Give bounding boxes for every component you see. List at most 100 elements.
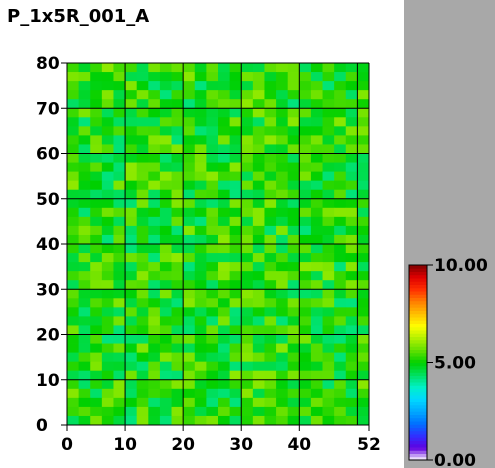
heatmap-cell bbox=[101, 90, 114, 100]
heatmap-cell bbox=[310, 244, 323, 254]
heatmap-cell bbox=[159, 198, 172, 209]
heatmap-cell bbox=[241, 198, 254, 209]
heatmap-cell bbox=[101, 316, 114, 326]
heatmap-cell bbox=[206, 262, 219, 272]
heatmap-cell bbox=[125, 135, 138, 145]
heatmap-cell bbox=[287, 406, 300, 417]
heatmap-cell bbox=[357, 189, 370, 200]
heatmap-cell bbox=[206, 153, 219, 163]
heatmap-cell bbox=[125, 180, 138, 191]
heatmap-cell bbox=[136, 316, 149, 326]
heatmap-cell bbox=[67, 253, 80, 263]
heatmap-cell bbox=[334, 126, 347, 136]
heatmap-cell bbox=[310, 334, 323, 344]
heatmap-cell bbox=[90, 316, 103, 326]
heatmap-cell bbox=[252, 72, 265, 82]
heatmap-cell bbox=[264, 370, 277, 381]
heatmap-cell bbox=[241, 361, 254, 372]
heatmap-cell bbox=[264, 126, 277, 136]
colorbar-segment bbox=[409, 456, 427, 461]
heatmap-cell bbox=[183, 307, 196, 317]
heatmap-cell bbox=[136, 262, 149, 272]
heatmap-cell bbox=[345, 81, 358, 91]
heatmap-cell bbox=[78, 406, 91, 417]
heatmap-cell bbox=[206, 352, 219, 363]
heatmap-cell bbox=[229, 298, 242, 308]
heatmap-cell bbox=[159, 162, 172, 172]
heatmap-cell bbox=[357, 162, 370, 172]
heatmap-cell bbox=[67, 307, 80, 317]
heatmap-cell bbox=[287, 63, 300, 73]
heatmap-cell bbox=[148, 271, 161, 281]
heatmap-cell bbox=[194, 262, 207, 272]
heatmap-cell bbox=[183, 90, 196, 100]
heatmap-cell bbox=[357, 289, 370, 299]
heatmap-cell bbox=[101, 81, 114, 91]
heatmap-cell bbox=[357, 81, 370, 91]
heatmap-cell bbox=[334, 298, 347, 308]
heatmap-cell bbox=[101, 99, 114, 109]
heatmap-cell bbox=[287, 117, 300, 127]
heatmap-cell bbox=[345, 216, 358, 227]
heatmap-cell bbox=[171, 234, 184, 245]
heatmap-cell bbox=[310, 352, 323, 363]
heatmap-cell bbox=[229, 361, 242, 372]
heatmap-cell bbox=[101, 352, 114, 363]
heatmap-cell bbox=[229, 72, 242, 82]
heatmap-cell bbox=[125, 216, 138, 227]
heatmap-cell bbox=[125, 126, 138, 136]
heatmap-cell bbox=[206, 397, 219, 408]
heatmap-cell bbox=[113, 406, 126, 417]
heatmap-cell bbox=[229, 379, 242, 390]
heatmap-cell bbox=[218, 307, 231, 317]
heatmap-cell bbox=[218, 253, 231, 263]
heatmap-cell bbox=[136, 153, 149, 163]
heatmap-cell bbox=[276, 262, 289, 272]
heatmap-cell bbox=[218, 298, 231, 308]
heatmap-cell bbox=[90, 289, 103, 299]
heatmap-cell bbox=[229, 117, 242, 127]
heatmap-cell bbox=[357, 388, 370, 399]
heatmap-cell bbox=[264, 415, 277, 426]
heatmap-cell bbox=[276, 325, 289, 335]
colorbar-segment bbox=[409, 336, 427, 341]
heatmap-cell bbox=[101, 162, 114, 172]
heatmap-cell bbox=[357, 343, 370, 353]
heatmap-cell bbox=[345, 316, 358, 326]
colorbar-segment bbox=[409, 346, 427, 350]
heatmap-cell bbox=[218, 343, 231, 353]
heatmap-cell bbox=[78, 171, 91, 182]
heatmap-cell bbox=[136, 370, 149, 381]
heatmap-cell bbox=[322, 162, 335, 172]
heatmap-cell bbox=[241, 307, 254, 317]
heatmap-cell bbox=[136, 234, 149, 245]
heatmap-cell bbox=[136, 334, 149, 344]
heatmap-cell bbox=[125, 253, 138, 263]
colorbar-segment bbox=[409, 375, 427, 380]
heatmap-cell bbox=[148, 90, 161, 100]
heatmap-cell bbox=[206, 271, 219, 281]
heatmap-cell bbox=[113, 280, 126, 290]
heatmap-cell bbox=[101, 244, 114, 254]
heatmap-cell bbox=[136, 144, 149, 154]
heatmap-cell bbox=[276, 72, 289, 82]
heatmap-cell bbox=[229, 343, 242, 353]
heatmap-cell bbox=[264, 117, 277, 127]
heatmap-cell bbox=[334, 234, 347, 245]
heatmap-cell bbox=[334, 343, 347, 353]
heatmap-cell bbox=[194, 72, 207, 82]
heatmap-cell bbox=[287, 207, 300, 218]
heatmap-cell bbox=[90, 262, 103, 272]
heatmap-cell bbox=[78, 307, 91, 317]
heatmap-cell bbox=[334, 108, 347, 118]
heatmap-cell bbox=[310, 198, 323, 209]
heatmap-cell bbox=[90, 135, 103, 145]
heatmap-cell bbox=[113, 207, 126, 218]
heatmap-cell bbox=[171, 379, 184, 390]
heatmap-cell bbox=[194, 280, 207, 290]
heatmap-cell bbox=[322, 406, 335, 417]
heatmap-cell bbox=[67, 406, 80, 417]
heatmap-cell bbox=[67, 244, 80, 254]
heatmap-cell bbox=[159, 99, 172, 109]
